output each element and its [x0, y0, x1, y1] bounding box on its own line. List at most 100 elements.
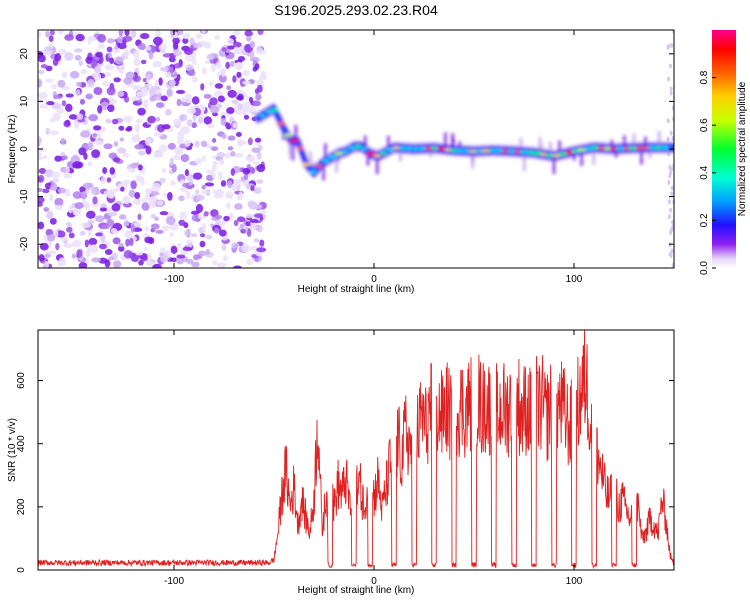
spectrogram-noise-cell: [159, 211, 169, 216]
spectrogram-noise-cell: [132, 197, 142, 206]
spectrogram-noise-cell: [46, 210, 54, 220]
spectrogram-noise-cell: [669, 207, 673, 213]
spectrogram-noise-cell: [120, 186, 125, 192]
spectrogram-noise-cell: [134, 191, 141, 200]
spectrogram-noise-cell: [38, 136, 42, 146]
spectrogram-noise-cell: [243, 114, 250, 120]
spectrogram-noise-cell: [671, 223, 674, 229]
spectrogram-ridge-blob: [493, 149, 504, 153]
colorbar-tick-label: 0.0: [699, 261, 710, 275]
spectrogram-noise-cell: [245, 213, 254, 219]
spectrogram-noise-cell: [153, 36, 163, 46]
spectrogram-ridge-streak: [648, 147, 652, 159]
spectrogram-noise-cell: [251, 106, 256, 114]
spectrogram-ridge-streak: [657, 130, 661, 152]
spectrogram-noise-cell: [232, 122, 238, 129]
spectrogram-noise-cell: [165, 108, 172, 116]
spectrogram-noise-cell: [185, 239, 194, 249]
spectrogram-noise-cell: [112, 237, 121, 245]
spectrogram-noise-cell: [213, 194, 224, 199]
spectrogram-noise-cell: [186, 173, 195, 182]
spectrogram-noise-cell: [179, 211, 188, 221]
spectrogram-noise-cell: [252, 66, 258, 72]
spectrogram-noise-cell: [78, 60, 83, 67]
spectrogram-noise-cell: [134, 144, 144, 150]
spectrogram-noise-cell: [43, 207, 50, 212]
spectrogram-noise-cell: [99, 207, 108, 212]
spectrogram-noise-cell: [667, 214, 671, 220]
spectrogram-noise-cell: [208, 81, 214, 87]
spectrogram-noise-cell: [188, 180, 194, 186]
spectrogram-noise-cell: [245, 221, 251, 227]
spectrogram-noise-cell: [117, 90, 125, 97]
spectrogram-noise-cell: [49, 183, 58, 191]
spectrogram-ridge-blob: [276, 121, 286, 126]
spectrogram-ridge: [254, 102, 674, 181]
spectrogram-noise-cell: [131, 135, 141, 143]
spectrogram-noise-cell: [194, 158, 203, 164]
spectrogram-noise-cell: [85, 248, 91, 258]
spectrogram-noise-cell: [671, 219, 674, 225]
spectrogram-noise-cell: [230, 168, 236, 176]
spectrogram-noise-cell: [155, 102, 164, 108]
spectrogram-ridge-blob: [508, 149, 516, 153]
spectrogram-noise-cell: [144, 236, 153, 244]
spectrogram-noise-cell: [129, 237, 134, 247]
spectrogram-noise-cell: [122, 179, 132, 185]
spectrogram-ridge-streak: [294, 125, 298, 146]
spectrogram-noise-cell: [68, 205, 74, 214]
spectrogram-ridge-blob: [557, 152, 568, 156]
spectrogram-ridge-streak: [471, 151, 475, 169]
snr-y-ticks: 0 200 400 600: [16, 372, 674, 573]
spectrogram-ridge-blob: [488, 148, 496, 153]
spectrogram-noise-cell: [113, 157, 121, 163]
spectrogram-noise-cell: [118, 64, 125, 74]
spectrogram-noise-cell: [191, 261, 200, 268]
spectrogram-ridge-streak: [451, 133, 455, 155]
spectrogram-noise-cell: [108, 256, 114, 261]
spectrogram-ridge-blob: [412, 147, 419, 151]
spectrogram-noise-cell: [130, 180, 137, 190]
spectrogram-noise-cell: [176, 98, 182, 107]
spectrogram-noise-cell: [137, 164, 143, 171]
spectrogram-noise-cell: [201, 184, 206, 190]
colorbar: 0.0 0.2 0.4 0.6 0.8 Normalized spectral ampl…: [699, 30, 748, 275]
spectrogram-noise-cell: [226, 180, 233, 189]
spectrogram-noise-cell: [112, 118, 119, 125]
spectrogram-noise-cell: [44, 261, 49, 268]
spectrogram-ridge-streak: [538, 137, 542, 158]
spectrogram-noise-cell: [102, 167, 108, 175]
spectrogram-noise-cell: [133, 50, 140, 59]
spectrogram-noise-cell: [216, 151, 226, 158]
spectrogram-noise-cell: [61, 71, 68, 79]
spectrogram-noise-cell: [167, 191, 173, 201]
spectrogram-noise-cell: [119, 137, 125, 142]
spectrogram-noise-cell: [184, 229, 192, 237]
spectrogram-noise-cell: [237, 55, 246, 62]
spectrogram-ridge-streak: [363, 135, 367, 154]
spectrogram-noise-cell: [61, 155, 68, 160]
spectrogram-noise-cell: [62, 172, 73, 179]
spectrogram-noise-cell: [74, 202, 84, 210]
spectrogram-ridge-core: [302, 156, 307, 162]
spectrogram-noise-cell: [124, 30, 130, 37]
spectrogram-noise-cell: [132, 227, 143, 232]
spectrogram-noise-cell: [103, 143, 113, 150]
spectrogram-noise-cell: [246, 35, 252, 42]
spectrogram-noise-cell: [154, 30, 161, 37]
spectrogram-noise-cell: [57, 48, 67, 55]
spectrogram-noise-cell: [38, 174, 45, 183]
spectrogram-noise-cell: [233, 219, 239, 227]
spectrogram-noise-cell: [79, 98, 86, 105]
spectrogram-noise-cell: [218, 229, 227, 237]
spectrogram-noise-cell: [177, 195, 186, 201]
spectrogram-noise-cell: [107, 38, 115, 44]
spectrogram-noise-cell: [201, 66, 207, 75]
spectrogram-ridge-blob: [327, 155, 338, 159]
spectrogram-noise-cell: [217, 171, 223, 181]
spectrogram-noise-cell: [141, 202, 150, 211]
spectrogram-noise-cell: [161, 167, 167, 174]
spectrogram-noise-cell: [227, 45, 236, 50]
spectrogram-noise-cell: [57, 79, 66, 88]
spectrogram-noise-cell: [87, 141, 94, 151]
